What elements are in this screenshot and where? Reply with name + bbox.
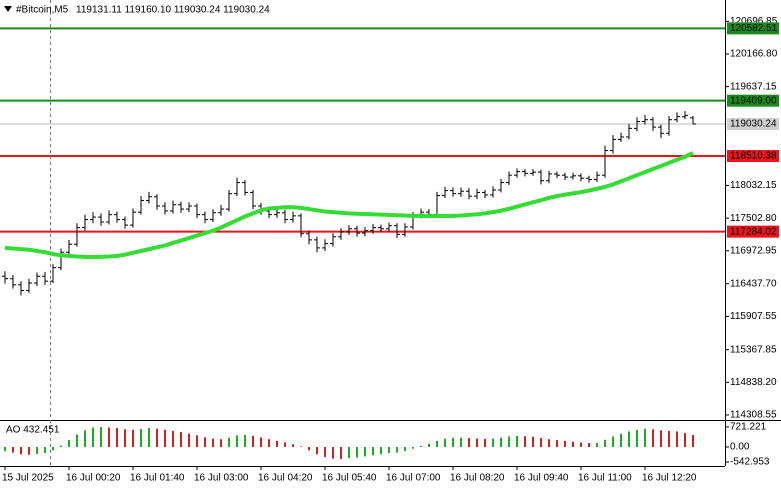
price-label-box: [727, 150, 779, 163]
x-tick-label: 16 Jul 07:00: [386, 473, 441, 484]
x-tick-label: 16 Jul 05:40: [322, 473, 377, 484]
x-tick-label: 15 Jul 2025: [2, 473, 54, 484]
menu-icon[interactable]: [4, 6, 12, 12]
price-label: 120582.51: [730, 23, 778, 34]
price-label-box: [727, 22, 779, 35]
price-label-box: [727, 94, 779, 107]
price-label-box: [727, 225, 779, 238]
header-ohlc: 119131.11 119160.10 119030.24 119030.24: [76, 5, 270, 16]
moving-average: [4, 151, 694, 260]
x-tick-label: 16 Jul 01:40: [130, 473, 185, 484]
chart-title: #Bitcoin,M5: [16, 5, 69, 16]
price-label: 119030.24: [730, 119, 777, 130]
x-tick-label: 16 Jul 11:00: [578, 473, 632, 484]
x-tick-label: 16 Jul 00:20: [66, 473, 121, 484]
price-label: 117284.02: [730, 226, 777, 237]
x-tick-label: 16 Jul 12:20: [642, 473, 697, 484]
price-label-box: [727, 118, 779, 131]
y-tick-label: 118032.15: [730, 180, 777, 191]
y-tick-label: 116972.95: [730, 245, 777, 256]
y-tick-label: 117502.80: [730, 213, 777, 224]
ao-tick-label: -542.953: [730, 457, 770, 468]
y-tick-label: 115367.85: [730, 344, 777, 355]
x-tick-label: 16 Jul 08:20: [450, 473, 505, 484]
y-tick-label: 119637.15: [730, 81, 777, 92]
ao-label: AO 432.451: [6, 425, 60, 436]
y-tick-label: 114308.55: [730, 410, 777, 421]
y-tick-label: 114838.20: [730, 377, 777, 388]
x-tick-label: 16 Jul 03:00: [194, 473, 249, 484]
ao-tick-label: 721.221: [730, 422, 767, 433]
y-tick-label: 120166.80: [730, 49, 778, 60]
y-tick-label: 120696.85: [730, 16, 778, 27]
y-tick-label: 116437.70: [730, 278, 777, 289]
x-tick-label: 16 Jul 04:20: [258, 473, 313, 484]
x-tick-label: 16 Jul 09:40: [514, 473, 569, 484]
ao-tick-label: 0.00: [730, 442, 750, 453]
price-label: 119409.00: [730, 95, 777, 106]
price-label: 118510.38: [730, 151, 777, 162]
y-tick-label: 115907.55: [730, 311, 777, 322]
